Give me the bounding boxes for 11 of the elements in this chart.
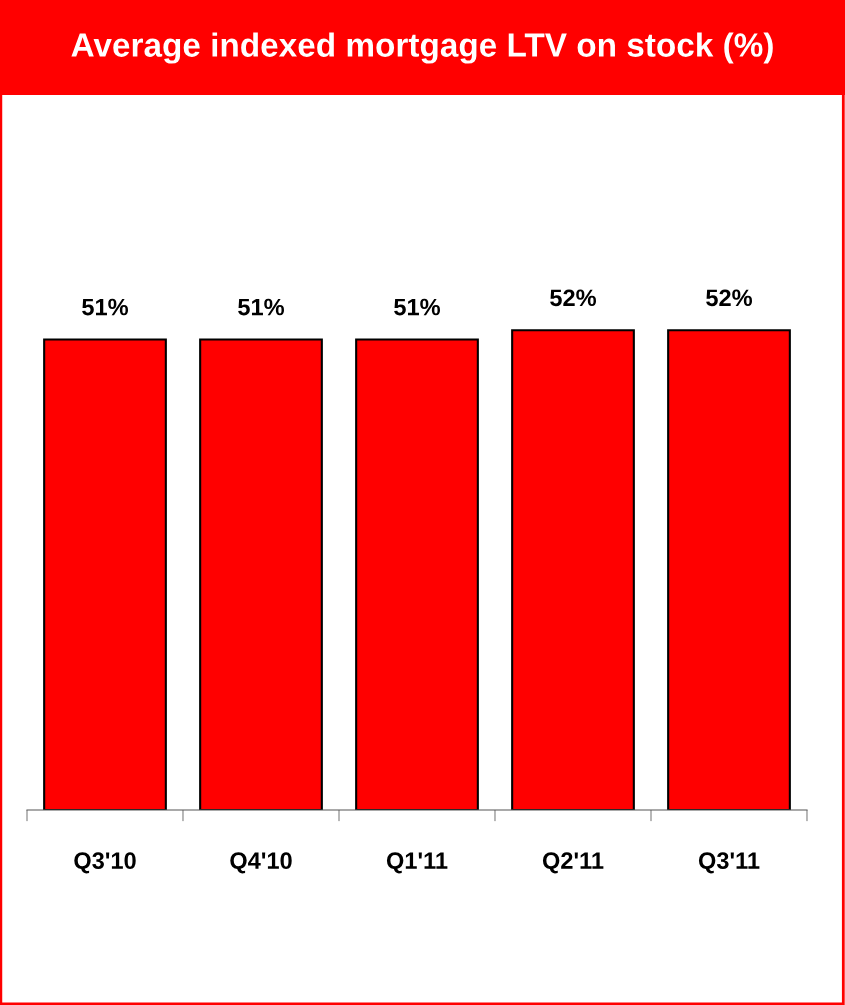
data-label: 51% <box>82 298 129 316</box>
chart-title: Average indexed mortgage LTV on stock (%) <box>71 32 773 64</box>
data-label: 52% <box>706 289 753 307</box>
x-tick-label: Q3'11 <box>698 852 760 874</box>
data-label: 51% <box>238 298 285 316</box>
x-tick-label: Q1'11 <box>386 852 448 874</box>
data-label: 51% <box>394 298 441 316</box>
x-tick-label: Q4'10 <box>230 852 292 874</box>
x-tick-label: Q2'11 <box>542 852 604 874</box>
data-label: 52% <box>550 289 597 307</box>
x-tick-label: Q3'10 <box>74 852 136 874</box>
